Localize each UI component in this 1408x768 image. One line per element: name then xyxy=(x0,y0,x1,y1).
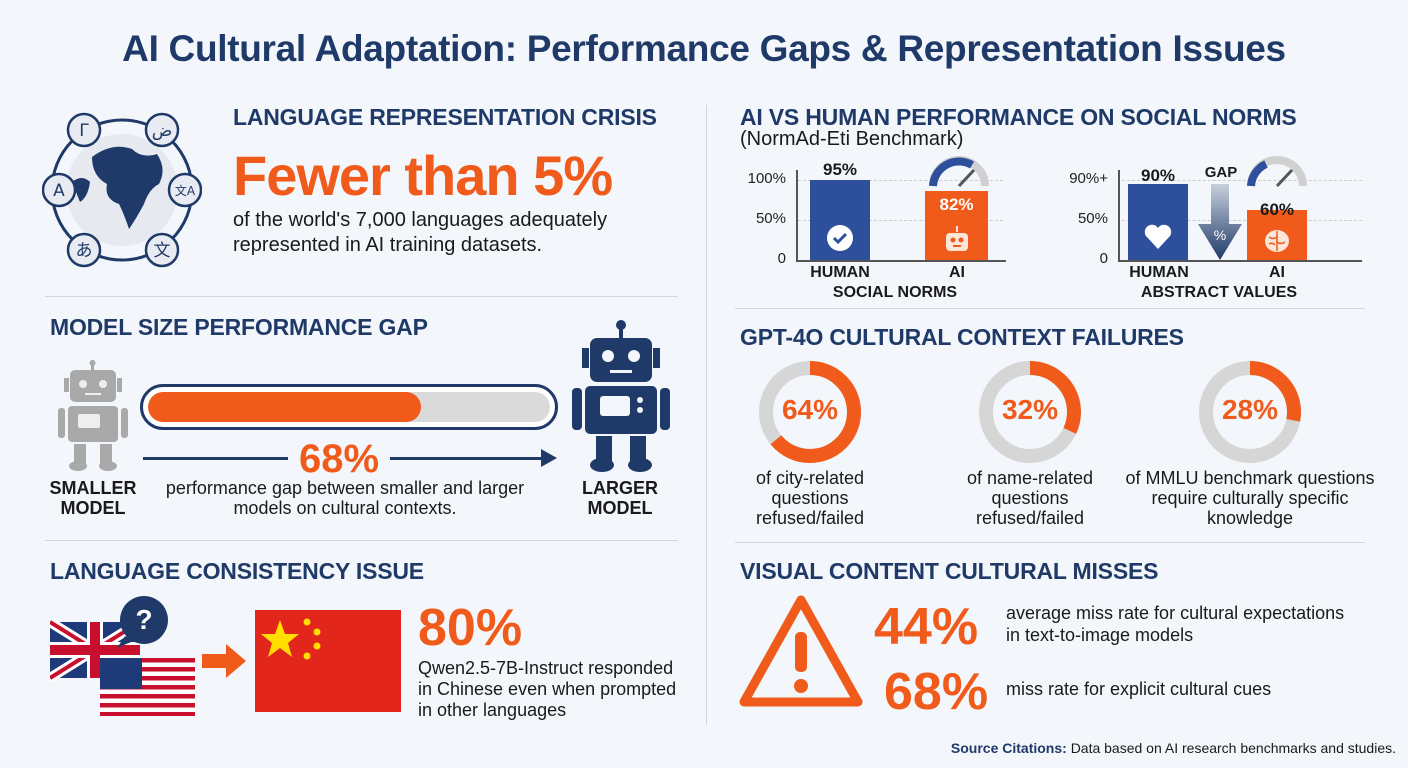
source-text: Data based on AI research benchmarks and… xyxy=(1070,740,1396,756)
y-tick: 90%+ xyxy=(1069,170,1108,187)
visual-miss-description-2: miss rate for explicit cultural cues xyxy=(1006,679,1272,699)
model-gap-progress-bar xyxy=(140,384,558,430)
source-label: Source Citations: xyxy=(950,740,1067,756)
gap-label: GAP xyxy=(1204,164,1238,181)
large-robot-icon xyxy=(572,320,670,472)
donut-value: 32% xyxy=(1001,394,1059,425)
y-tick: 0 xyxy=(777,250,786,267)
x-label-human: HUMAN xyxy=(810,264,870,281)
language-representation-heading: LANGUAGE REPRESENTATION CRISIS xyxy=(233,104,657,130)
bar-value-ai: 82% xyxy=(939,195,974,215)
x-label-ai: AI xyxy=(1269,264,1285,281)
arrow-line xyxy=(390,457,545,460)
y-axis xyxy=(796,170,798,261)
visual-misses-heading: VISUAL CONTENT CULTURAL MISSES xyxy=(740,558,1159,584)
svg-text:文: 文 xyxy=(154,241,171,261)
bar-value-ai: 60% xyxy=(1259,200,1295,219)
language-consistency-description: Qwen2.5-7B-Instruct responded in Chinese… xyxy=(418,658,677,720)
svg-text:あ: あ xyxy=(76,241,93,261)
globe-languages-icon: Γ ض A 文A あ 文 xyxy=(42,112,202,268)
section-divider xyxy=(45,540,678,541)
donut-description: of MMLU benchmark questions require cult… xyxy=(1125,468,1375,528)
gpt4o-heading: GPT-4O CULTURAL CONTEXT FAILURES xyxy=(740,324,1184,350)
heart-icon xyxy=(1144,224,1172,249)
section-divider xyxy=(45,296,678,297)
uk-us-flags-icon: ? xyxy=(50,596,195,716)
donut-chart: 28% xyxy=(1194,356,1306,468)
svg-text:Γ: Γ xyxy=(79,121,89,141)
section-divider xyxy=(735,308,1365,309)
donut-fill xyxy=(759,361,861,463)
y-tick: 0 xyxy=(1099,250,1108,267)
bar-human xyxy=(810,180,870,260)
social-norms-subheading: (NormAd-Eti Benchmark) xyxy=(740,128,964,150)
y-axis xyxy=(1118,170,1120,261)
gridline xyxy=(798,180,1003,181)
gauge-icon xyxy=(929,156,989,188)
gap-arrow-down-icon: % xyxy=(1198,184,1242,260)
gridline xyxy=(1122,180,1362,181)
warning-icon xyxy=(739,595,863,707)
x-axis xyxy=(796,260,1006,262)
bar-human xyxy=(1128,184,1188,260)
y-tick: 100% xyxy=(747,170,786,187)
donut-chart: 64% xyxy=(754,356,866,468)
x-label-ai: AI xyxy=(949,264,965,281)
model-gap-stat: 68% xyxy=(298,437,380,481)
svg-text:文A: 文A xyxy=(175,183,196,198)
donut-description: of name-related questions refused/failed xyxy=(966,468,1094,528)
abstract-values-chart: 90%+ 50% 0 90% GAP % 60% HUMAN AI ABSTRA… xyxy=(1064,156,1364,305)
arrow-line xyxy=(143,457,288,460)
brain-icon xyxy=(1265,229,1289,252)
donut-value: 28% xyxy=(1221,394,1279,425)
donut-chart: 32% xyxy=(974,356,1086,468)
model-size-heading: MODEL SIZE PERFORMANCE GAP xyxy=(50,314,428,340)
bar-value-human: 95% xyxy=(822,160,858,179)
bar-ai: 82% xyxy=(925,191,988,260)
svg-text:%: % xyxy=(1214,227,1226,243)
language-consistency-stat: 80% xyxy=(418,599,523,657)
bar-value-human: 90% xyxy=(1140,166,1176,185)
svg-text:A: A xyxy=(53,181,65,201)
section-divider xyxy=(735,542,1365,543)
arrow-right-icon xyxy=(541,449,557,467)
x-label-human: HUMAN xyxy=(1129,264,1189,281)
checkmark-icon xyxy=(827,224,853,251)
language-representation-description: of the world's 7,000 languages adequatel… xyxy=(233,209,608,256)
y-tick: 50% xyxy=(755,210,786,227)
visual-miss-stat-2: 68% xyxy=(884,663,989,721)
source-citation: Source Citations: Data based on AI resea… xyxy=(951,740,1396,756)
bar-ai xyxy=(1247,209,1307,260)
smaller-model-label: SMALLER MODEL xyxy=(49,478,137,518)
visual-miss-stat-1: 44% xyxy=(874,598,979,656)
donut-value: 64% xyxy=(781,394,839,425)
robot-icon xyxy=(946,225,968,251)
svg-text:ض: ض xyxy=(152,121,173,141)
social-norms-chart: 100% 50% 0 95% 82% HUMAN AI SOCIAL NORMS xyxy=(740,156,1010,305)
donut-fill xyxy=(979,361,1081,463)
arrow-right-icon xyxy=(202,644,246,678)
svg-text:?: ? xyxy=(135,604,152,635)
donut-fill xyxy=(1199,361,1301,463)
language-consistency-heading: LANGUAGE CONSISTENCY ISSUE xyxy=(50,558,424,584)
gridline xyxy=(1122,220,1362,221)
category-label: SOCIAL NORMS xyxy=(832,284,958,301)
progress-fill xyxy=(148,392,422,422)
language-representation-stat: Fewer than 5% xyxy=(233,144,613,207)
gridline xyxy=(798,220,1003,221)
china-flag-icon xyxy=(255,610,401,712)
gauge-icon xyxy=(1247,156,1307,188)
donut-description: of city-related questions refused/failed xyxy=(755,468,865,528)
social-norms-heading: AI VS HUMAN PERFORMANCE ON SOCIAL NORMS xyxy=(740,104,1297,130)
larger-model-label: LARGER MODEL xyxy=(582,478,658,518)
x-axis xyxy=(1118,260,1362,262)
visual-miss-description-1: average miss rate for cultural expectati… xyxy=(1006,603,1345,645)
page-title: AI Cultural Adaptation: Performance Gaps… xyxy=(122,28,1286,69)
category-label: ABSTRACT VALUES xyxy=(1140,284,1298,301)
small-robot-icon xyxy=(58,360,128,471)
y-tick: 50% xyxy=(1077,210,1108,227)
model-gap-description: performance gap between smaller and larg… xyxy=(165,478,525,518)
column-divider xyxy=(706,105,707,725)
